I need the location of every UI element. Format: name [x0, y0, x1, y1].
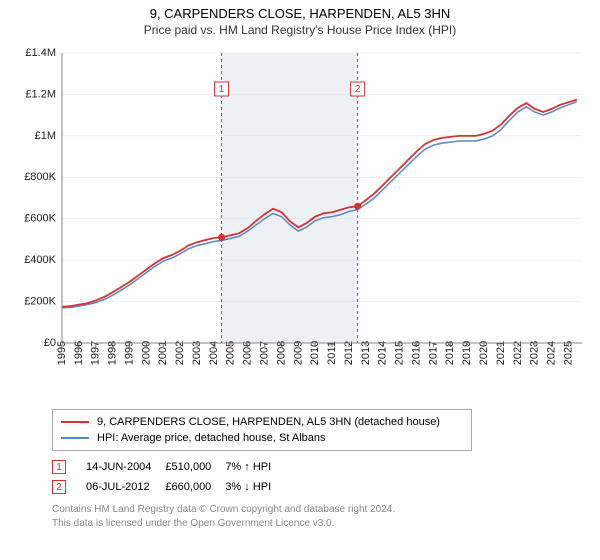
legend-label: 9, CARPENDERS CLOSE, HARPENDEN, AL5 3HN … — [97, 416, 440, 428]
svg-text:2025: 2025 — [562, 341, 574, 365]
svg-text:2002: 2002 — [174, 341, 186, 365]
svg-text:2008: 2008 — [275, 341, 287, 365]
svg-text:2021: 2021 — [495, 341, 507, 365]
legend-item: 9, CARPENDERS CLOSE, HARPENDEN, AL5 3HN … — [61, 414, 463, 430]
svg-text:2005: 2005 — [225, 341, 237, 365]
table-row: 1 14-JUN-2004 £510,000 7% ↑ HPI — [52, 457, 285, 477]
svg-text:£600K: £600K — [24, 213, 56, 225]
svg-text:2010: 2010 — [309, 341, 321, 365]
svg-text:2013: 2013 — [360, 341, 372, 365]
sale-price: £660,000 — [165, 477, 225, 497]
attribution: Contains HM Land Registry data © Crown c… — [52, 503, 590, 530]
svg-text:2004: 2004 — [208, 341, 220, 365]
svg-text:£800K: £800K — [24, 171, 56, 183]
svg-text:2003: 2003 — [191, 341, 203, 365]
legend-swatch — [61, 437, 89, 439]
line-chart: £0 £200K £400K £600K £800K £1M £1.2M £1.4M 1995 1… — [10, 43, 590, 403]
svg-text:£0: £0 — [44, 337, 56, 349]
svg-text:2016: 2016 — [410, 341, 422, 365]
sale-date: 14-JUN-2004 — [86, 457, 165, 477]
sale-price: £510,000 — [165, 457, 225, 477]
svg-text:2015: 2015 — [394, 341, 406, 365]
sale-delta: 7% ↑ HPI — [225, 457, 285, 477]
svg-text:2007: 2007 — [259, 341, 271, 365]
sale-delta: 3% ↓ HPI — [225, 477, 285, 497]
sale-marker-box: 1 — [52, 460, 66, 474]
footer-line: This data is licensed under the Open Gov… — [52, 517, 590, 531]
legend-item: HPI: Average price, detached house, St A… — [61, 430, 463, 446]
svg-text:2020: 2020 — [478, 341, 490, 365]
svg-text:1999: 1999 — [123, 341, 135, 365]
sale-marker-box: 2 — [52, 480, 66, 494]
svg-text:1998: 1998 — [107, 341, 119, 365]
svg-text:2: 2 — [355, 84, 361, 95]
svg-text:2011: 2011 — [326, 341, 338, 365]
svg-text:1995: 1995 — [56, 341, 68, 365]
svg-text:2018: 2018 — [444, 341, 456, 365]
svg-text:1996: 1996 — [73, 341, 85, 365]
legend: 9, CARPENDERS CLOSE, HARPENDEN, AL5 3HN … — [52, 409, 472, 451]
svg-text:2019: 2019 — [461, 341, 473, 365]
svg-text:2006: 2006 — [242, 341, 254, 365]
svg-text:2014: 2014 — [377, 341, 389, 365]
table-row: 2 06-JUL-2012 £660,000 3% ↓ HPI — [52, 477, 285, 497]
svg-text:1997: 1997 — [90, 341, 102, 365]
svg-text:£1.4M: £1.4M — [25, 47, 56, 59]
svg-text:£400K: £400K — [24, 254, 56, 266]
svg-text:2001: 2001 — [157, 341, 169, 365]
chart-container: £0 £200K £400K £600K £800K £1M £1.2M £1.4M 1995 1… — [10, 43, 590, 403]
svg-text:2012: 2012 — [343, 341, 355, 365]
legend-label: HPI: Average price, detached house, St A… — [97, 432, 326, 444]
svg-text:2023: 2023 — [529, 341, 541, 365]
sales-table: 1 14-JUN-2004 £510,000 7% ↑ HPI 2 06-JUL… — [52, 457, 285, 497]
svg-text:2017: 2017 — [427, 341, 439, 365]
footer-line: Contains HM Land Registry data © Crown c… — [52, 503, 590, 517]
sale-date: 06-JUL-2012 — [86, 477, 165, 497]
chart-subtitle: Price paid vs. HM Land Registry's House … — [10, 23, 590, 37]
svg-text:£1M: £1M — [35, 130, 56, 142]
svg-text:2022: 2022 — [512, 341, 524, 365]
svg-text:2024: 2024 — [546, 341, 558, 365]
legend-swatch — [61, 421, 89, 423]
svg-text:£1.2M: £1.2M — [25, 88, 56, 100]
svg-text:2009: 2009 — [292, 341, 304, 365]
chart-title: 9, CARPENDERS CLOSE, HARPENDEN, AL5 3HN — [10, 6, 590, 21]
svg-text:2000: 2000 — [140, 341, 152, 365]
svg-text:1: 1 — [219, 84, 225, 95]
svg-text:£200K: £200K — [24, 295, 56, 307]
